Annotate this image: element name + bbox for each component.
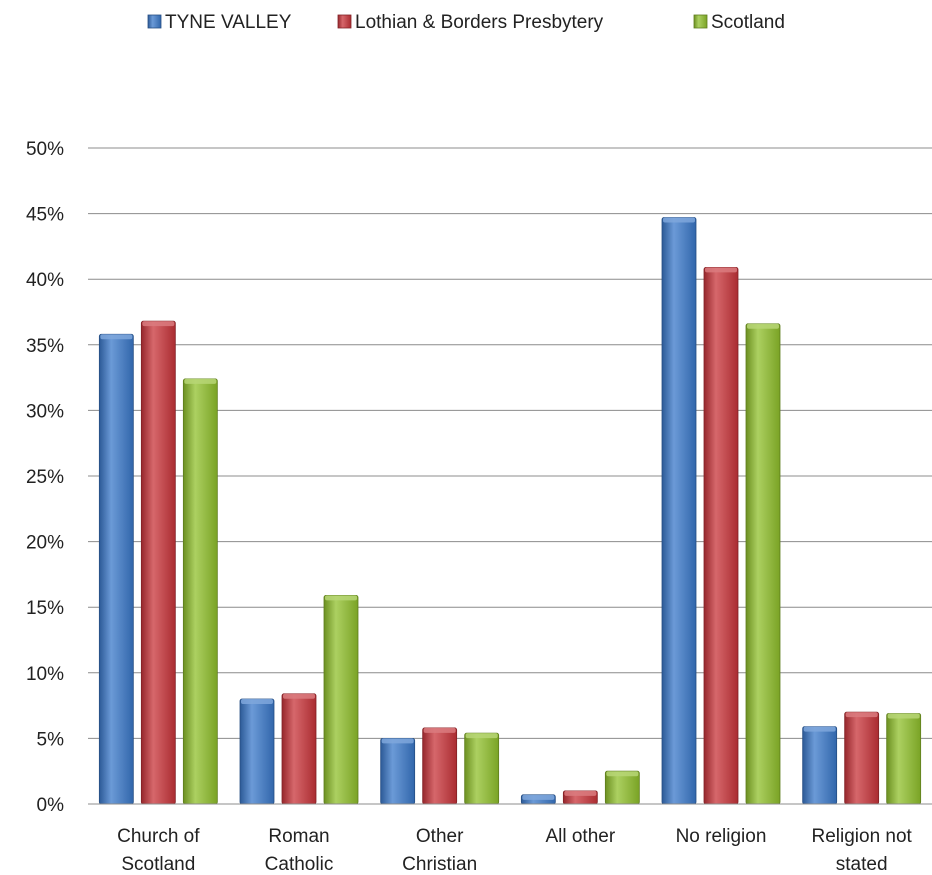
bar xyxy=(422,727,458,805)
bar-highlight xyxy=(663,217,695,223)
bar xyxy=(281,693,317,805)
bar xyxy=(661,217,697,805)
bar xyxy=(140,320,176,805)
x-tick-label: No religion xyxy=(676,826,767,847)
legend-swatch xyxy=(693,14,708,29)
y-tick-label: 25% xyxy=(26,467,64,488)
bar xyxy=(380,738,416,805)
legend-item: Scotland xyxy=(693,12,785,33)
bar-highlight xyxy=(705,267,737,273)
y-axis: 0% 5% 10% 15% 20% 25% 30% 35% 40% 45% 50% xyxy=(26,139,64,816)
y-tick-label: 50% xyxy=(26,139,64,160)
y-tick-label: 10% xyxy=(26,664,64,685)
legend-label: Scotland xyxy=(711,12,785,33)
legend-item: Lothian & Borders Presbytery xyxy=(337,12,604,33)
bar-highlight xyxy=(283,693,315,699)
legend-swatch xyxy=(147,14,162,29)
bar xyxy=(802,726,838,805)
bar xyxy=(745,323,781,805)
bar-highlight xyxy=(564,790,597,796)
x-tick-label: Religion not stated xyxy=(811,826,912,875)
y-tick-label: 5% xyxy=(37,729,65,750)
bar xyxy=(98,333,134,805)
x-axis: Church of Scotland Roman Catholic Other Chris… xyxy=(88,803,932,875)
y-tick-label: 40% xyxy=(26,270,64,291)
bar-highlight xyxy=(241,699,273,705)
bar-highlight xyxy=(747,323,779,329)
bar-highlight xyxy=(325,595,357,601)
y-tick-label: 0% xyxy=(37,795,65,816)
y-tick-label: 15% xyxy=(26,598,64,619)
bar xyxy=(239,698,275,805)
bar-highlight xyxy=(887,713,920,719)
bar xyxy=(182,378,218,805)
bar-highlight xyxy=(100,334,133,340)
legend-label: Lothian & Borders Presbytery xyxy=(355,12,604,33)
bars xyxy=(98,217,922,805)
legend-item: TYNE VALLEY xyxy=(147,12,292,33)
x-tick-label: All other xyxy=(545,826,615,847)
bar-highlight xyxy=(465,733,498,739)
bar-highlight xyxy=(522,794,555,800)
bar-highlight xyxy=(606,771,639,777)
gridlines xyxy=(88,147,932,805)
x-tick-label: Church of Scotland xyxy=(117,826,200,875)
bar-highlight xyxy=(184,378,217,384)
legend-swatch xyxy=(337,14,352,29)
y-tick-label: 30% xyxy=(26,401,64,422)
bar-highlight xyxy=(381,738,414,744)
bar-highlight xyxy=(845,712,878,718)
bar-highlight xyxy=(803,726,836,732)
bar xyxy=(323,594,359,805)
x-tick-label: Roman Catholic xyxy=(265,826,334,875)
x-tick-label: Other Christian xyxy=(402,826,477,875)
legend: TYNE VALLEY Lothian & Borders Presbytery S… xyxy=(147,12,785,33)
y-tick-label: 45% xyxy=(26,205,64,226)
y-tick-label: 35% xyxy=(26,336,64,357)
bar-highlight xyxy=(142,321,175,327)
bar xyxy=(464,732,500,805)
bar xyxy=(844,711,880,805)
bar xyxy=(886,713,922,805)
y-tick-label: 20% xyxy=(26,533,64,554)
bar-highlight xyxy=(423,727,456,733)
bar xyxy=(703,266,739,805)
legend-label: TYNE VALLEY xyxy=(165,12,292,33)
